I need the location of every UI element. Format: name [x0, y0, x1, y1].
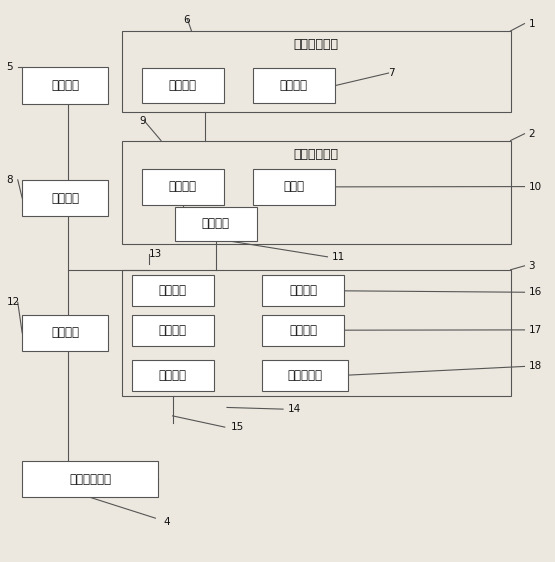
Text: 录入系统: 录入系统 — [280, 79, 307, 92]
Text: 16: 16 — [528, 287, 542, 297]
Text: 9: 9 — [140, 116, 147, 126]
Bar — [22, 461, 158, 497]
Text: 15: 15 — [230, 422, 244, 432]
Bar — [22, 67, 108, 104]
Text: 4: 4 — [164, 516, 170, 527]
Text: 信息接收: 信息接收 — [51, 327, 79, 339]
Text: 13: 13 — [149, 249, 162, 259]
Bar — [122, 31, 511, 112]
Text: 6: 6 — [183, 15, 190, 25]
Text: 11: 11 — [332, 252, 345, 262]
Text: 定位系统: 定位系统 — [169, 79, 196, 92]
Text: 5: 5 — [7, 62, 13, 72]
Bar — [22, 315, 108, 351]
Text: 14: 14 — [287, 404, 301, 414]
Text: 7: 7 — [388, 68, 395, 78]
Text: 12: 12 — [7, 297, 20, 307]
Bar — [262, 315, 344, 346]
Bar — [122, 140, 511, 244]
Text: 1: 1 — [528, 19, 535, 29]
Text: 2: 2 — [528, 129, 535, 139]
Bar — [175, 207, 257, 241]
Text: 云服务系统: 云服务系统 — [287, 369, 322, 382]
Text: 数据库: 数据库 — [283, 180, 304, 193]
Text: 8: 8 — [7, 175, 13, 185]
Text: 订单处理: 订单处理 — [289, 324, 317, 337]
Text: 缓存信息: 缓存信息 — [289, 284, 317, 297]
Bar — [253, 68, 335, 103]
Text: 信息显示: 信息显示 — [159, 284, 186, 297]
Text: 17: 17 — [528, 325, 542, 335]
Text: 商家信息模块: 商家信息模块 — [294, 38, 339, 51]
Bar — [262, 360, 348, 391]
Text: 信息终端: 信息终端 — [51, 79, 79, 92]
Text: 信息分发: 信息分发 — [169, 180, 196, 193]
Bar — [262, 275, 344, 306]
Bar — [22, 180, 108, 216]
Text: 地址显示: 地址显示 — [159, 369, 186, 382]
Bar — [253, 169, 335, 205]
Text: 信息暂存: 信息暂存 — [159, 324, 186, 337]
Text: 用户终端模块: 用户终端模块 — [294, 277, 339, 290]
Text: 3: 3 — [528, 261, 535, 271]
Bar — [142, 68, 224, 103]
Bar — [132, 275, 214, 306]
Text: 网络平台模块: 网络平台模块 — [69, 473, 111, 486]
Text: 信息汇总模块: 信息汇总模块 — [294, 148, 339, 161]
Text: 10: 10 — [528, 182, 542, 192]
Text: 云处理器: 云处理器 — [202, 217, 230, 230]
Bar — [132, 315, 214, 346]
Bar — [122, 270, 511, 396]
Bar — [132, 360, 214, 391]
Bar — [142, 169, 224, 205]
Text: 18: 18 — [528, 361, 542, 371]
Text: 信息输出: 信息输出 — [51, 192, 79, 205]
